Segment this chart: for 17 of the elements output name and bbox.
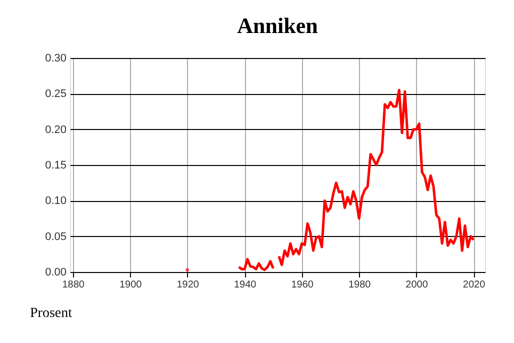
x-tick-label: 2000 bbox=[406, 280, 428, 290]
y-tick-label: 0.10 bbox=[45, 195, 66, 208]
y-tick-label: 0.15 bbox=[45, 160, 66, 172]
x-tick-label: 1920 bbox=[176, 280, 200, 290]
chart-title: Anniken bbox=[237, 13, 318, 38]
x-tick-label: 1940 bbox=[234, 280, 257, 290]
y-tick-label: 0.05 bbox=[45, 230, 66, 243]
y-tick-label: 0.00 bbox=[45, 266, 66, 278]
y-axis-title: Prosent bbox=[30, 306, 72, 321]
x-tick-label: 1900 bbox=[119, 280, 142, 290]
y-tick-label: 0.30 bbox=[45, 52, 66, 64]
x-tick-label: 1880 bbox=[62, 280, 85, 290]
x-tick-label: 1960 bbox=[291, 280, 314, 290]
y-tick-label: 0.20 bbox=[45, 124, 66, 136]
x-tick-label: 1980 bbox=[348, 280, 372, 290]
y-tick-label: 0.25 bbox=[45, 88, 66, 100]
x-tick-label: 2020 bbox=[462, 280, 486, 290]
